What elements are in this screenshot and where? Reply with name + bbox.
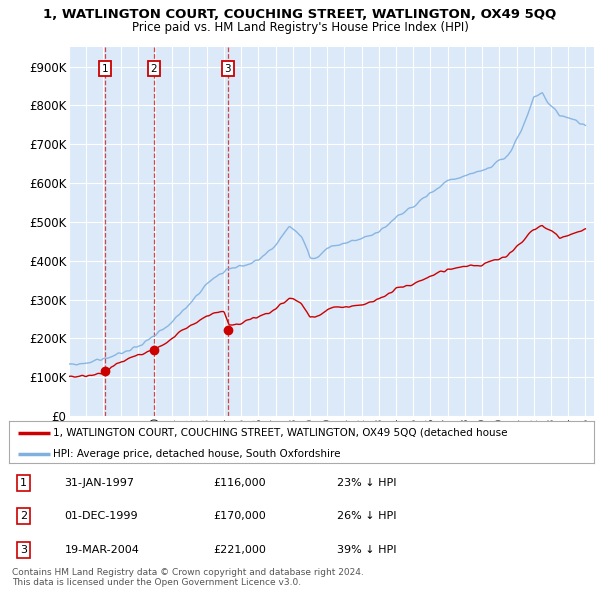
Text: 39% ↓ HPI: 39% ↓ HPI xyxy=(337,545,396,555)
Text: 1: 1 xyxy=(101,64,108,74)
Text: HPI: Average price, detached house, South Oxfordshire: HPI: Average price, detached house, Sout… xyxy=(53,449,340,459)
Text: 23% ↓ HPI: 23% ↓ HPI xyxy=(337,478,396,488)
Text: 2: 2 xyxy=(151,64,157,74)
Text: 26% ↓ HPI: 26% ↓ HPI xyxy=(337,512,396,521)
Text: 1, WATLINGTON COURT, COUCHING STREET, WATLINGTON, OX49 5QQ: 1, WATLINGTON COURT, COUCHING STREET, WA… xyxy=(43,8,557,21)
Text: £116,000: £116,000 xyxy=(214,478,266,488)
Text: £221,000: £221,000 xyxy=(214,545,266,555)
Text: 1: 1 xyxy=(20,478,27,488)
Text: Contains HM Land Registry data © Crown copyright and database right 2024.
This d: Contains HM Land Registry data © Crown c… xyxy=(12,568,364,587)
Text: 3: 3 xyxy=(224,64,231,74)
Text: Price paid vs. HM Land Registry's House Price Index (HPI): Price paid vs. HM Land Registry's House … xyxy=(131,21,469,34)
Text: 19-MAR-2004: 19-MAR-2004 xyxy=(65,545,139,555)
Text: 1, WATLINGTON COURT, COUCHING STREET, WATLINGTON, OX49 5QQ (detached house: 1, WATLINGTON COURT, COUCHING STREET, WA… xyxy=(53,428,508,438)
Text: 3: 3 xyxy=(20,545,27,555)
Text: 01-DEC-1999: 01-DEC-1999 xyxy=(65,512,138,521)
Text: 31-JAN-1997: 31-JAN-1997 xyxy=(65,478,134,488)
Text: 2: 2 xyxy=(20,512,27,521)
Text: £170,000: £170,000 xyxy=(214,512,266,521)
